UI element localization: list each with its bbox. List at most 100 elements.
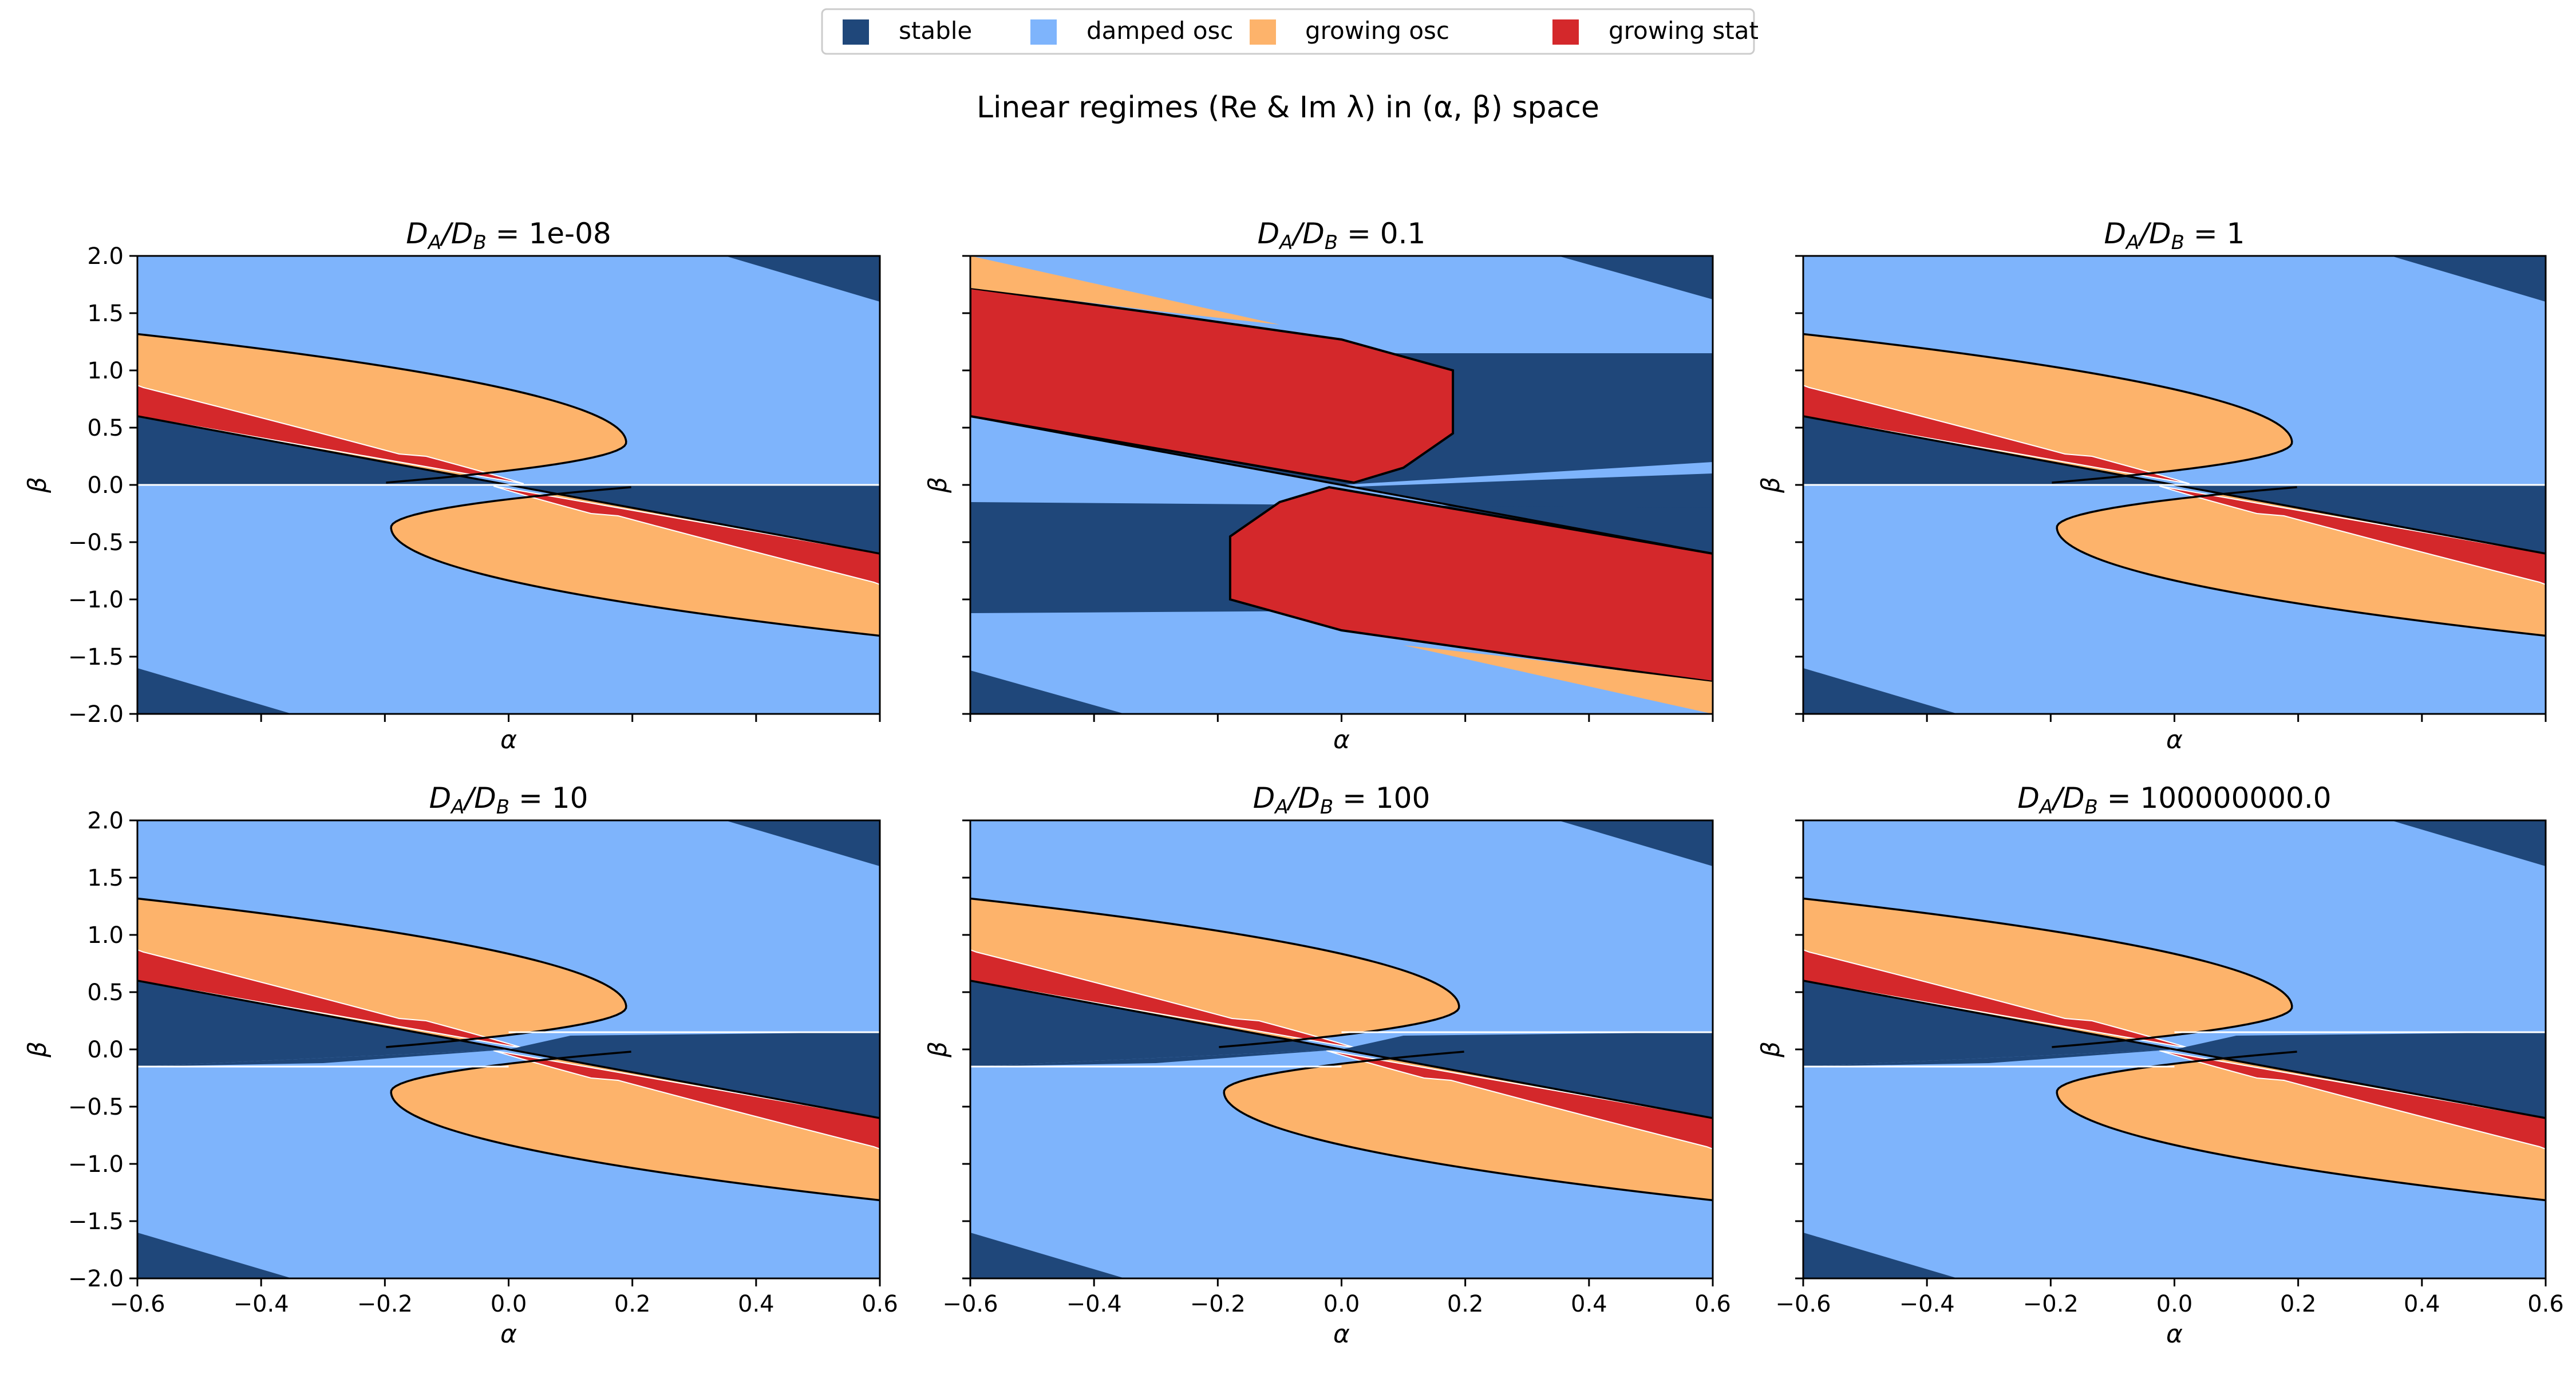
panel-title: DA/DB = 100000000.0 bbox=[2017, 781, 2331, 819]
region-growing-stat bbox=[137, 883, 524, 1049]
legend-swatch bbox=[1552, 19, 1579, 45]
region-growing-stat bbox=[2159, 485, 2546, 651]
panel-title: DA/DB = 100 bbox=[1253, 781, 1431, 819]
y-tick-label: 1.5 bbox=[87, 865, 124, 891]
region-stable bbox=[2391, 820, 2546, 866]
region-damped-osc bbox=[970, 462, 1713, 487]
region-stable bbox=[725, 256, 880, 302]
y-tick-label: 0.5 bbox=[87, 415, 124, 441]
region-stable bbox=[970, 1233, 1125, 1278]
legend-swatch bbox=[1250, 19, 1276, 45]
panel-ratio-value: = 10 bbox=[509, 781, 588, 815]
x-tick-label: 0.2 bbox=[1447, 1291, 1484, 1317]
x-axis-label: α bbox=[500, 1320, 517, 1349]
y-axis-label: β bbox=[923, 477, 953, 493]
x-tick-label: 0.6 bbox=[862, 1291, 898, 1317]
legend-item-growing-osc: growing osc bbox=[1250, 17, 1449, 45]
panel-3: DA/DB = 1 α β bbox=[1756, 217, 2547, 755]
regime-map bbox=[970, 820, 1713, 1278]
outer-boundary bbox=[2056, 1051, 2546, 1202]
region-damped-osc bbox=[970, 256, 1713, 353]
y-axis-label: β bbox=[923, 1041, 953, 1058]
region-stable bbox=[2391, 256, 2546, 302]
panel-ratio-value: = 1e-08 bbox=[487, 217, 611, 250]
x-tick-label: −0.4 bbox=[234, 1291, 289, 1317]
panel-ratio-value: = 1 bbox=[2184, 217, 2245, 250]
y-tick-label: −1.0 bbox=[68, 1151, 124, 1178]
region-growing-stat bbox=[1803, 883, 2190, 1049]
y-tick-label: −0.5 bbox=[68, 530, 124, 556]
region-growing-stat bbox=[970, 883, 1357, 1049]
x-tick-label: 0.2 bbox=[614, 1291, 651, 1317]
region-growing-osc bbox=[970, 256, 1280, 325]
x-tick-label: −0.4 bbox=[1066, 1291, 1122, 1317]
region-stable bbox=[970, 670, 1125, 714]
x-tick-label: −0.6 bbox=[1775, 1291, 1831, 1317]
x-tick-label: 0.6 bbox=[2527, 1291, 2564, 1317]
outer-boundary bbox=[1803, 897, 2293, 1048]
y-axis-label: β bbox=[1756, 477, 1785, 493]
y-axis-label: β bbox=[23, 1041, 52, 1058]
legend-swatch bbox=[1030, 19, 1057, 45]
x-tick-label: −0.6 bbox=[942, 1291, 998, 1317]
panel-title: DA/DB = 1e-08 bbox=[406, 217, 611, 254]
y-tick-label: −1.0 bbox=[68, 587, 124, 613]
regime-map bbox=[137, 256, 880, 714]
x-tick-label: −0.4 bbox=[1899, 1291, 1955, 1317]
panel-6: DA/DB = 100000000.0 −0.6 −0.4 −0.2 0.0 0.2 0.4… bbox=[1756, 781, 2564, 1349]
legend-label: stable bbox=[899, 17, 972, 45]
outer-boundary bbox=[1803, 333, 2293, 484]
region-growing-stat bbox=[1326, 1050, 1713, 1215]
regime-map bbox=[137, 820, 880, 1278]
region-stable bbox=[1803, 1049, 2175, 1067]
x-tick-label: 0.6 bbox=[1694, 1291, 1731, 1317]
outer-boundary bbox=[1223, 1051, 1713, 1202]
y-tick-label: 2.0 bbox=[87, 243, 124, 270]
region-growing-stat bbox=[2159, 1050, 2546, 1215]
y-tick-label: 0.5 bbox=[87, 980, 124, 1006]
x-tick-label: −0.6 bbox=[109, 1291, 165, 1317]
y-tick-label: −1.5 bbox=[68, 644, 124, 670]
legend-item-damped-osc: damped osc bbox=[1030, 17, 1234, 45]
region-stable bbox=[970, 1049, 1342, 1067]
legend-swatch bbox=[843, 19, 869, 45]
y-tick-label: −2.0 bbox=[68, 1266, 124, 1292]
y-tick-label: 0.0 bbox=[87, 1037, 124, 1063]
x-axis-label: α bbox=[1333, 1320, 1350, 1349]
legend-item-stable: stable bbox=[843, 17, 972, 45]
panel-ratio-value: = 100000000.0 bbox=[2098, 781, 2332, 815]
y-tick-label: 1.0 bbox=[87, 358, 124, 384]
x-tick-label: 0.4 bbox=[2404, 1291, 2440, 1317]
x-tick-label: 0.0 bbox=[1323, 1291, 1360, 1317]
x-tick-label: 0.0 bbox=[491, 1291, 527, 1317]
panel-ratio-value: = 0.1 bbox=[1338, 217, 1425, 250]
panel-title: DA/DB = 1 bbox=[2104, 217, 2245, 254]
x-tick-label: 0.0 bbox=[2156, 1291, 2193, 1317]
region-growing-stat bbox=[493, 485, 880, 651]
x-axis-label: α bbox=[1333, 725, 1350, 755]
y-tick-label: −2.0 bbox=[68, 701, 124, 728]
figure-title: Linear regimes (Re & Im λ) in (α, β) spa… bbox=[977, 90, 1599, 125]
regime-map bbox=[1803, 820, 2546, 1278]
x-axis-label: α bbox=[500, 725, 517, 755]
legend-label: damped osc bbox=[1086, 17, 1234, 45]
region-stable bbox=[137, 1049, 509, 1067]
panels: DA/DB = 1e-08 α −2.0 −1.5 −1.0 −0.5 0.0 0.5 1.0 1… bbox=[23, 217, 2564, 1349]
x-tick-label: 0.2 bbox=[2280, 1291, 2317, 1317]
y-tick-label: 1.0 bbox=[87, 922, 124, 949]
outer-boundary bbox=[390, 1051, 880, 1202]
panel-4: DA/DB = 10 −0.6 −0.4 −0.2 0.0 0.2 0.4 0.6 α −2.0 −… bbox=[23, 781, 898, 1349]
outer-boundary bbox=[2056, 486, 2546, 637]
panel-2: DA/DB = 0.1 α β bbox=[923, 217, 1714, 755]
x-axis-label: α bbox=[2166, 1320, 2183, 1349]
region-stable bbox=[1803, 1233, 1958, 1278]
region-growing-osc bbox=[1403, 645, 1713, 714]
outer-boundary bbox=[137, 897, 627, 1048]
outer-boundary bbox=[390, 486, 880, 637]
region-damped-osc bbox=[970, 617, 1713, 714]
legend-label: growing osc bbox=[1305, 17, 1449, 45]
panel-title: DA/DB = 10 bbox=[429, 781, 588, 819]
stability-boundary bbox=[970, 415, 1713, 555]
x-tick-label: −0.2 bbox=[357, 1291, 413, 1317]
